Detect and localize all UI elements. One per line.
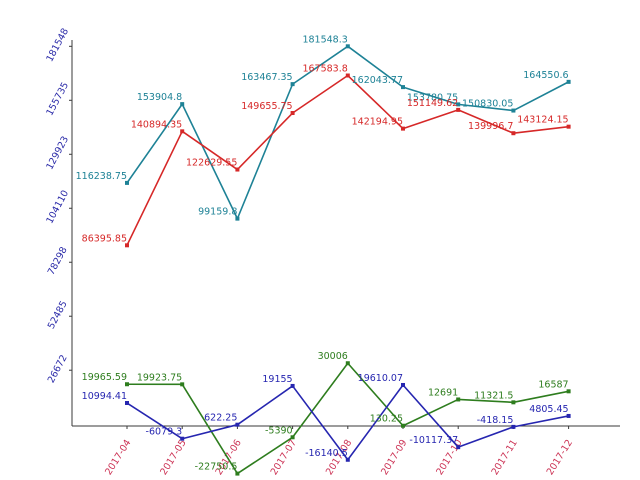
data-point: [511, 108, 516, 113]
data-point: [125, 243, 129, 248]
data-point: [401, 423, 405, 428]
data-point: [401, 85, 405, 90]
data-label: 153904.8: [137, 92, 182, 103]
data-point: [566, 79, 571, 84]
data-point: [180, 382, 185, 387]
data-point: [401, 382, 405, 387]
data-label: 150830.05: [462, 99, 513, 110]
data-label: 16587: [538, 379, 568, 390]
data-label: 86395.85: [82, 233, 127, 244]
data-point: [511, 424, 516, 429]
data-point: [511, 400, 516, 405]
y-axis-ticks: 26672 52485 78298 104110 129923 155735 181548: [44, 27, 72, 385]
data-label: 11321.5: [474, 390, 513, 401]
data-point: [125, 382, 129, 387]
y-tick-label: 26672: [46, 353, 70, 385]
data-point: [345, 457, 350, 462]
data-label: 122629.55: [186, 158, 237, 169]
x-tick-label: 2017-12: [545, 438, 575, 477]
y-tick-label: 181548: [44, 27, 71, 64]
x-tick-label: 2017-04: [103, 438, 133, 477]
data-label: 10994.41: [82, 391, 127, 402]
data-point: [456, 445, 461, 450]
data-label: 19610.07: [358, 373, 403, 384]
data-label: 167583.8: [302, 64, 347, 75]
data-point: [566, 124, 571, 129]
data-label: 19965.59: [82, 372, 127, 383]
data-labels: 116238.75 153904.8 99159.8 163467.35 181548.…: [76, 34, 569, 472]
data-label: 162043.77: [352, 75, 403, 86]
data-point: [345, 44, 350, 49]
y-tick-label: 155735: [44, 81, 71, 118]
data-label: 130.25: [370, 414, 403, 425]
data-label: 143124.15: [517, 115, 568, 126]
data-point: [290, 383, 295, 388]
data-label: 149655.75: [241, 101, 292, 112]
data-point: [401, 126, 405, 131]
y-tick-label: 104110: [44, 188, 71, 225]
data-point: [235, 216, 240, 221]
data-label: -418.15: [477, 415, 514, 426]
x-tick-label: 2017-11: [490, 438, 520, 477]
y-tick-label: 129923: [44, 135, 71, 172]
data-label: 140894.35: [131, 119, 182, 130]
data-label: -22750.5: [195, 462, 238, 473]
data-label: 151149.62: [407, 98, 458, 109]
data-label: 181548.3: [302, 34, 347, 45]
data-label: 116238.75: [76, 171, 127, 182]
data-label: 30006: [318, 351, 348, 362]
data-label: 622.25: [204, 413, 237, 424]
data-point: [235, 422, 240, 427]
data-label: 12691: [428, 387, 458, 398]
data-point: [235, 167, 240, 172]
data-label: 153780.75: [407, 92, 458, 103]
data-point: [456, 397, 461, 402]
data-point: [290, 435, 295, 440]
data-point: [345, 361, 350, 366]
data-point: [180, 102, 185, 107]
data-point: [345, 73, 350, 78]
data-label: 4805.45: [529, 404, 568, 415]
data-point: [566, 413, 571, 418]
data-label: 139996.7: [468, 121, 513, 132]
data-label: -6079.3: [146, 427, 183, 438]
y-tick-label: 78298: [46, 245, 70, 277]
data-label: -16140.5: [305, 448, 348, 459]
data-label: 19923.75: [137, 372, 182, 383]
data-label: 163467.35: [241, 72, 292, 83]
data-label: -10117.37: [409, 435, 458, 446]
data-label: 99159.8: [198, 207, 237, 218]
x-tick-label: 2017-05: [158, 438, 188, 477]
data-label: 164550.6: [523, 70, 568, 81]
data-point: [566, 389, 571, 394]
series-points: [125, 44, 571, 476]
series-lines: [126, 45, 569, 475]
y-tick-label: 52485: [46, 299, 70, 331]
data-point: [125, 401, 129, 406]
data-label: 142194.95: [352, 117, 403, 128]
x-tick-label: 2017-09: [379, 438, 409, 477]
data-point: [180, 436, 185, 441]
data-label: -5390: [265, 425, 293, 436]
data-label: 19155: [262, 374, 292, 385]
data-point: [125, 180, 129, 185]
data-point: [456, 102, 461, 107]
data-point: [511, 131, 516, 136]
data-point: [456, 107, 461, 112]
data-point: [235, 471, 240, 476]
data-point: [290, 82, 295, 87]
data-point: [180, 129, 185, 134]
data-point: [290, 111, 295, 116]
